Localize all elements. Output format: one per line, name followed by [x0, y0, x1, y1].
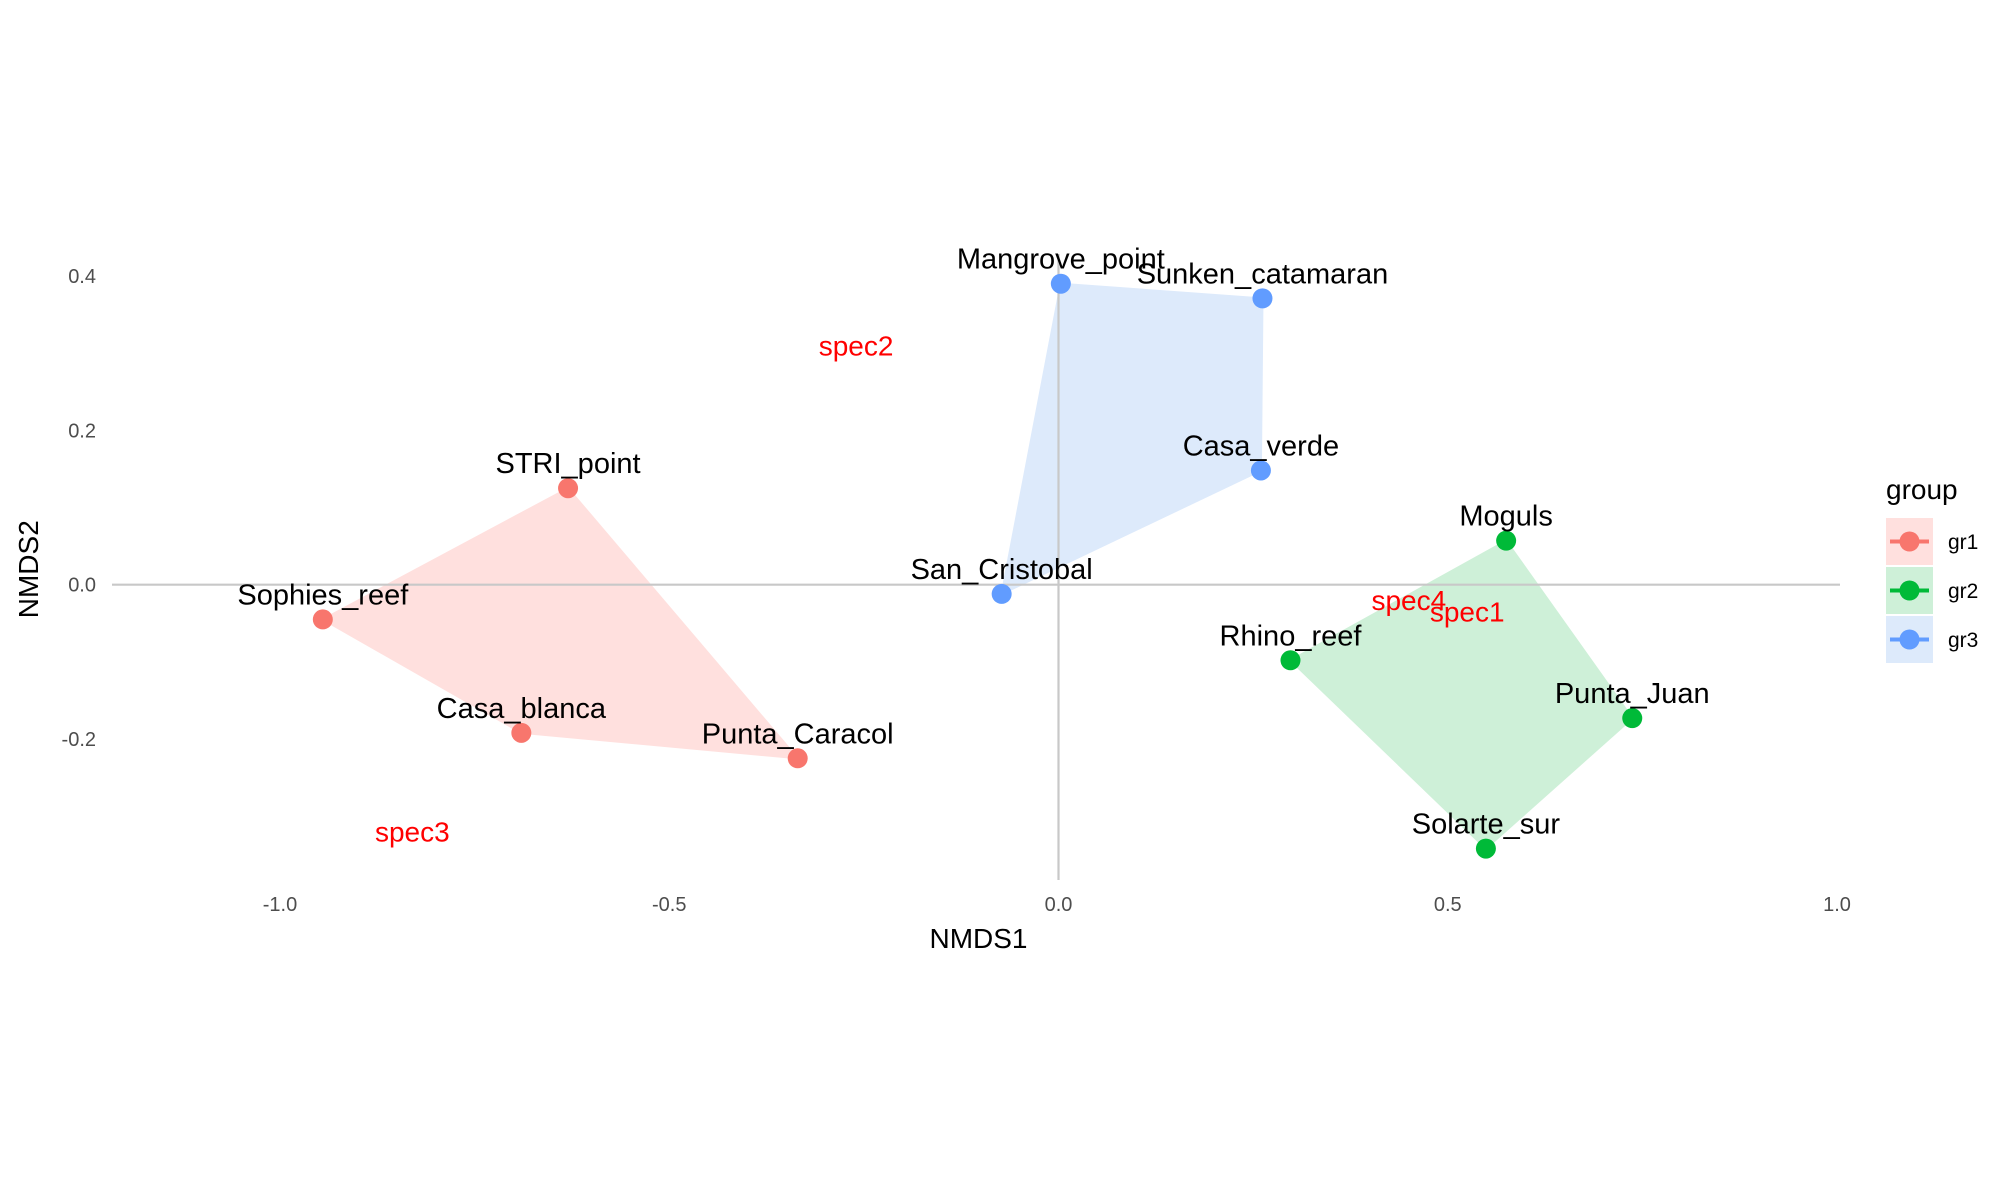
- site-label: Sunken_catamaran: [1137, 258, 1389, 290]
- site-label: Sophies_reef: [237, 579, 409, 611]
- site-labels: STRI_point Sophies_reef Casa_blanca Punta_C…: [237, 244, 1709, 841]
- point-solarte-sur: [1475, 838, 1496, 859]
- legend-label: gr2: [1948, 580, 1978, 603]
- site-label: Moguls: [1459, 501, 1553, 533]
- x-tick-labels: -1.0 -0.5 0.0 0.5 1.0: [263, 894, 1851, 916]
- site-points: [312, 273, 1643, 859]
- point-san-cristobal: [991, 583, 1012, 604]
- y-tick-label: 0.2: [68, 420, 96, 442]
- site-label: Casa_blanca: [437, 693, 607, 725]
- point-casa-verde: [1250, 460, 1271, 481]
- site-label: San_Cristobal: [911, 554, 1093, 586]
- legend: group gr1 gr2 gr3: [1886, 474, 1978, 663]
- y-tick-label: -0.2: [62, 729, 96, 751]
- point-punta-juan: [1622, 708, 1643, 729]
- y-tick-label: 0.0: [68, 575, 96, 597]
- x-tick-label: 0.5: [1434, 894, 1462, 916]
- reference-lines: [112, 254, 1840, 880]
- x-tick-label: -0.5: [652, 894, 686, 916]
- site-label: Solarte_sur: [1412, 809, 1561, 841]
- site-label: Mangrove_point: [957, 244, 1165, 276]
- site-label: STRI_point: [496, 448, 641, 480]
- species-label-spec3: spec3: [375, 817, 450, 848]
- y-axis-title: NMDS2: [13, 520, 44, 618]
- point-casa-blanca: [511, 722, 532, 743]
- point-punta-caracol: [787, 748, 808, 769]
- site-label: Punta_Caracol: [702, 718, 894, 750]
- legend-key-dot: [1899, 531, 1920, 552]
- point-stri-point: [558, 478, 579, 499]
- point-mangrove-point: [1050, 273, 1071, 294]
- x-tick-label: 1.0: [1823, 894, 1851, 916]
- point-moguls: [1496, 530, 1517, 551]
- point-sunken-catamaran: [1252, 288, 1273, 309]
- species-label-spec4: spec4: [1371, 585, 1446, 616]
- site-label: Punta_Juan: [1555, 678, 1710, 710]
- legend-label: gr1: [1948, 531, 1978, 554]
- y-tick-label: 0.4: [68, 266, 96, 288]
- legend-item-gr3: gr3: [1886, 616, 1978, 663]
- species-label-spec2: spec2: [819, 330, 894, 361]
- point-rhino-reef: [1280, 650, 1301, 671]
- x-axis-title: NMDS1: [929, 923, 1027, 954]
- y-tick-labels: -0.2 0.0 0.2 0.4: [62, 266, 96, 751]
- legend-key-dot: [1899, 580, 1920, 601]
- x-tick-label: -1.0: [263, 894, 297, 916]
- site-label: Casa_verde: [1183, 430, 1339, 462]
- x-tick-label: 0.0: [1045, 894, 1073, 916]
- legend-key-dot: [1899, 629, 1920, 650]
- legend-label: gr3: [1948, 629, 1978, 652]
- legend-item-gr1: gr1: [1886, 518, 1978, 565]
- legend-item-gr2: gr2: [1886, 567, 1978, 614]
- point-sophies-reef: [312, 609, 333, 630]
- species-label-spec1: spec1: [1430, 597, 1505, 628]
- site-label: Rhino_reef: [1220, 620, 1363, 652]
- group-hulls: [320, 282, 1634, 850]
- legend-title: group: [1886, 474, 1958, 505]
